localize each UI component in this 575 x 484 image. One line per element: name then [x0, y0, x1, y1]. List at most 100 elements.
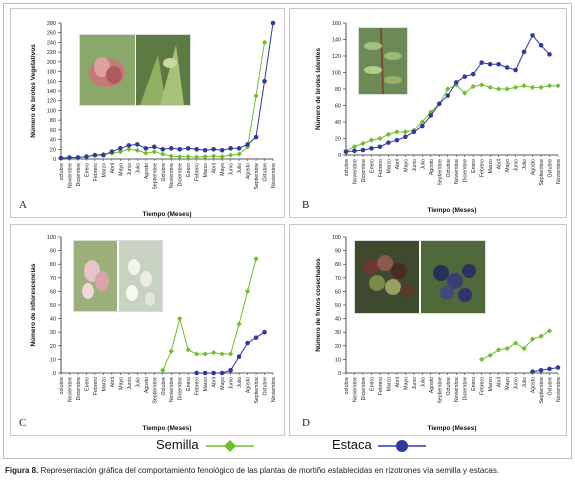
panel-letter-b: B	[302, 199, 310, 211]
x-tick-label: Julio	[420, 159, 426, 170]
x-tick-label: Diciembre	[178, 377, 184, 400]
estaca-point	[504, 65, 510, 70]
y-tick-label: 160	[332, 21, 341, 27]
x-tick-label: Julio	[522, 377, 528, 388]
y-tick-label: 0	[338, 371, 341, 377]
x-tick-label: Noviembre	[271, 163, 277, 188]
x-tick-label: Mayo	[403, 377, 409, 390]
x-tick-label: Julio	[237, 163, 243, 174]
x-tick-label: octubre	[344, 377, 350, 394]
semilla-point	[504, 345, 510, 352]
x-tick-label: Junio	[514, 159, 520, 172]
x-tick-label: Agosto	[429, 377, 435, 393]
semilla-point	[194, 351, 200, 357]
x-tick-label: Abril	[212, 163, 218, 173]
semilla-point	[521, 83, 527, 89]
estaca-point	[411, 129, 417, 135]
y-tick-label: 10	[335, 357, 341, 363]
estaca-point	[228, 146, 233, 151]
semilla-point	[185, 153, 191, 160]
estaca-point	[228, 367, 233, 373]
x-tick-label: Julio	[135, 377, 141, 388]
x-tick-label: Febrero	[480, 159, 486, 177]
x-tick-label: Junio	[127, 377, 133, 390]
y-tick-label: 20	[50, 147, 56, 153]
x-tick-label: Febrero	[195, 377, 201, 395]
estaca-point	[236, 146, 242, 151]
legend-estaca-marker	[378, 440, 426, 452]
x-tick-label: Octubre	[446, 159, 452, 178]
estaca-point	[479, 60, 484, 65]
x-tick-label: Marzo	[101, 163, 107, 178]
photo-latent-buds	[358, 27, 408, 95]
semilla-point	[134, 147, 140, 153]
semilla-point	[385, 131, 391, 137]
estaca-point	[194, 146, 199, 152]
estaca-point	[386, 140, 391, 145]
y-tick-label: 20	[335, 344, 341, 350]
estaca-point	[101, 152, 106, 158]
semilla-point	[177, 153, 183, 160]
semilla-point	[487, 84, 493, 90]
x-tick-label: Septiembre	[539, 377, 545, 404]
x-tick-label: Marzo	[101, 377, 107, 392]
x-tick-label: Noviembre	[67, 163, 73, 188]
x-tick-label: Diciembre	[361, 377, 367, 400]
y-tick-label: 10	[50, 357, 56, 363]
semilla-point	[160, 367, 166, 373]
semilla-point	[555, 83, 561, 89]
estaca-point	[84, 154, 89, 159]
semilla-point	[219, 351, 225, 357]
caption-text: Representación gráfica del comportamient…	[38, 466, 500, 475]
semilla-point	[143, 150, 149, 156]
x-tick-label: Febrero	[378, 377, 384, 395]
semilla-point	[244, 288, 251, 294]
semilla-point	[419, 119, 425, 125]
semilla-point	[126, 146, 132, 152]
estaca-point	[194, 370, 199, 376]
y-tick-label: 200	[47, 60, 56, 66]
x-tick-label: Mayo	[403, 159, 409, 172]
y-tick-label: 120	[47, 99, 56, 105]
estaca-point	[538, 367, 544, 373]
estaca-point	[109, 149, 115, 155]
y-tick-label: 70	[50, 276, 56, 282]
x-tick-label: Febrero	[195, 163, 201, 181]
x-tick-label: Agosto	[246, 163, 252, 179]
semilla-point	[160, 151, 166, 157]
x-tick-label: Abril	[212, 377, 218, 387]
semilla-point	[253, 93, 259, 99]
semilla-point	[546, 328, 553, 334]
x-tick-label: Octubre	[548, 159, 554, 178]
figure-frame: 0 20 40 60 80 100 120 140 160 180 200 220 240 260 280 o…	[3, 3, 572, 459]
x-tick-label: Diciembre	[178, 163, 184, 186]
y-tick-label: 100	[332, 235, 341, 241]
estaca-point	[352, 148, 357, 154]
semilla-point	[228, 152, 234, 158]
semilla-point	[168, 153, 174, 159]
estaca-point	[245, 142, 250, 147]
x-tick-label: Marzo	[386, 377, 392, 392]
semilla-point	[185, 347, 191, 353]
y-tick-label: 80	[335, 262, 341, 268]
x-tick-label: Abril	[110, 163, 116, 173]
chart-a: 0 20 40 60 80 100 120 140 160 180 200 220 240 260 280 o…	[30, 20, 277, 218]
estaca-point	[262, 78, 267, 84]
x-tick-label: Octubre	[263, 163, 269, 182]
estaca-point	[453, 80, 459, 85]
y-tick-label: 50	[50, 303, 56, 309]
y-tick-label: 100	[47, 108, 56, 114]
estaca-point	[151, 144, 157, 150]
y-tick-label: 240	[47, 40, 56, 46]
estaca-point	[58, 155, 64, 161]
x-tick-label: Noviembre	[454, 377, 460, 402]
y-tick-label: 30	[335, 330, 341, 336]
estaca-point	[547, 52, 552, 57]
estaca-point	[445, 93, 451, 98]
estaca-point	[262, 329, 267, 335]
semilla-point	[177, 316, 183, 322]
y-tick-label: 20	[50, 344, 56, 350]
x-tick-label: octubre	[59, 377, 65, 394]
legend-semilla-marker	[206, 440, 254, 452]
